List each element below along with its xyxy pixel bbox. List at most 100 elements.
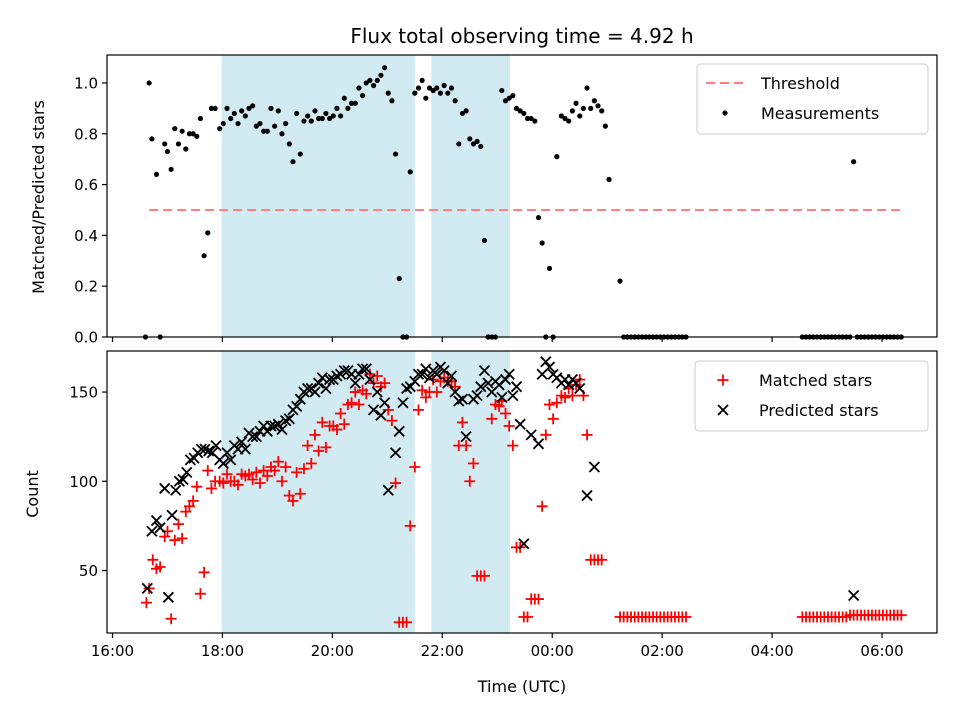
measurement-point — [562, 115, 568, 122]
measurement-point — [437, 90, 444, 96]
measurement-point — [283, 120, 289, 127]
measurement-point — [172, 126, 178, 132]
measurement-point — [396, 275, 402, 282]
measurement-point — [389, 98, 395, 104]
matched-star-marker — [165, 613, 177, 625]
predicted-star-marker — [188, 452, 200, 464]
measurement-point — [242, 113, 248, 119]
predicted-star-marker — [471, 389, 483, 402]
predicted-star-marker — [382, 484, 394, 496]
measurement-point — [179, 128, 185, 134]
measurement-point — [591, 98, 597, 104]
marker-stroke — [588, 461, 601, 473]
marker-stroke — [146, 525, 158, 537]
measurement-point — [305, 113, 311, 119]
measurement-point — [602, 123, 608, 129]
matched-star-marker — [320, 441, 332, 453]
measurement-point — [499, 87, 505, 94]
y-tick-label: 0.4 — [74, 227, 98, 245]
predicted-star-marker — [514, 418, 526, 430]
measurement-point — [510, 93, 516, 99]
matched-star-marker — [287, 495, 299, 507]
predicted-star-marker — [847, 589, 860, 602]
predicted-star-marker — [349, 377, 361, 389]
measurement-point — [217, 126, 223, 132]
predicted-star-marker — [146, 525, 158, 537]
predicted-star-marker — [416, 368, 428, 380]
matched-star-marker — [680, 611, 692, 623]
measurement-point — [588, 105, 594, 111]
predicted-star-marker — [532, 438, 545, 450]
marker-stroke — [478, 364, 491, 377]
marker-stroke — [320, 382, 332, 395]
predicted-star-marker — [581, 489, 593, 502]
matched-star-marker — [247, 474, 259, 486]
marker-stroke — [360, 363, 372, 375]
marker-stroke — [496, 391, 508, 404]
matched-star-marker — [232, 479, 244, 491]
measurement-point — [197, 115, 204, 122]
measurement-point — [190, 131, 196, 137]
marker-stroke — [356, 363, 369, 375]
matched-star-marker — [467, 457, 479, 469]
measurement-point — [415, 85, 422, 91]
matched-star-marker — [316, 416, 328, 428]
y-tick-label: 0.2 — [74, 278, 98, 296]
matched-star-marker — [269, 465, 281, 477]
measurement-point — [168, 166, 174, 172]
matched-star-marker — [559, 391, 571, 403]
marker-stroke — [540, 356, 552, 368]
measurement-point — [412, 90, 418, 96]
measurement-point — [349, 100, 355, 106]
measurement-point — [452, 98, 458, 104]
marker-stroke — [166, 509, 178, 521]
marker-stroke — [442, 377, 454, 389]
predicted-star-marker — [150, 514, 163, 527]
measurement-point — [316, 115, 322, 122]
measurement-point — [535, 214, 542, 221]
x-tick-label: 16:00 — [91, 642, 134, 660]
predicted-star-marker — [445, 370, 458, 382]
marker-stroke — [206, 447, 218, 459]
predicted-star-marker — [261, 425, 273, 437]
predicted-star-marker — [360, 363, 372, 375]
x-tick-label: 18:00 — [201, 642, 244, 660]
marker-stroke — [150, 514, 163, 527]
predicted-star-marker — [247, 431, 259, 443]
measurement-point — [301, 118, 307, 124]
predicted-star-marker — [393, 425, 405, 437]
predicted-star-marker — [283, 413, 295, 425]
marker-stroke — [389, 447, 402, 459]
matched-star-marker — [379, 377, 391, 389]
marker-stroke — [412, 368, 425, 380]
marker-stroke — [250, 431, 262, 443]
measurement-point — [595, 103, 601, 109]
measurement-point — [264, 128, 270, 134]
matched-star-marker — [386, 415, 398, 427]
marker-stroke — [525, 429, 537, 441]
matched-star-marker — [456, 416, 468, 428]
x-tick-label: 22:00 — [421, 642, 464, 660]
measurement-point — [205, 230, 211, 236]
matched-star-marker — [427, 374, 439, 386]
measurement-point — [194, 133, 200, 139]
measurement-point — [352, 100, 358, 106]
measurement-point — [528, 115, 534, 122]
predicted-star-marker — [438, 364, 450, 377]
predicted-star-marker — [236, 436, 248, 448]
marker-stroke — [460, 431, 472, 443]
measurement-point — [441, 82, 447, 89]
measurement-point — [146, 80, 152, 86]
measurement-point — [474, 138, 480, 144]
measurement-point — [378, 72, 384, 78]
measurement-point — [532, 118, 538, 124]
measurement-point — [546, 265, 553, 272]
measurement-point — [392, 151, 399, 157]
matched-star-marker — [464, 475, 476, 487]
marker-stroke — [225, 454, 237, 466]
matched-star-marker — [349, 386, 361, 398]
matched-star-marker — [194, 588, 206, 600]
measurement-point — [459, 110, 466, 117]
marker-stroke — [475, 381, 487, 393]
legend-label: Predicted stars — [759, 401, 879, 420]
